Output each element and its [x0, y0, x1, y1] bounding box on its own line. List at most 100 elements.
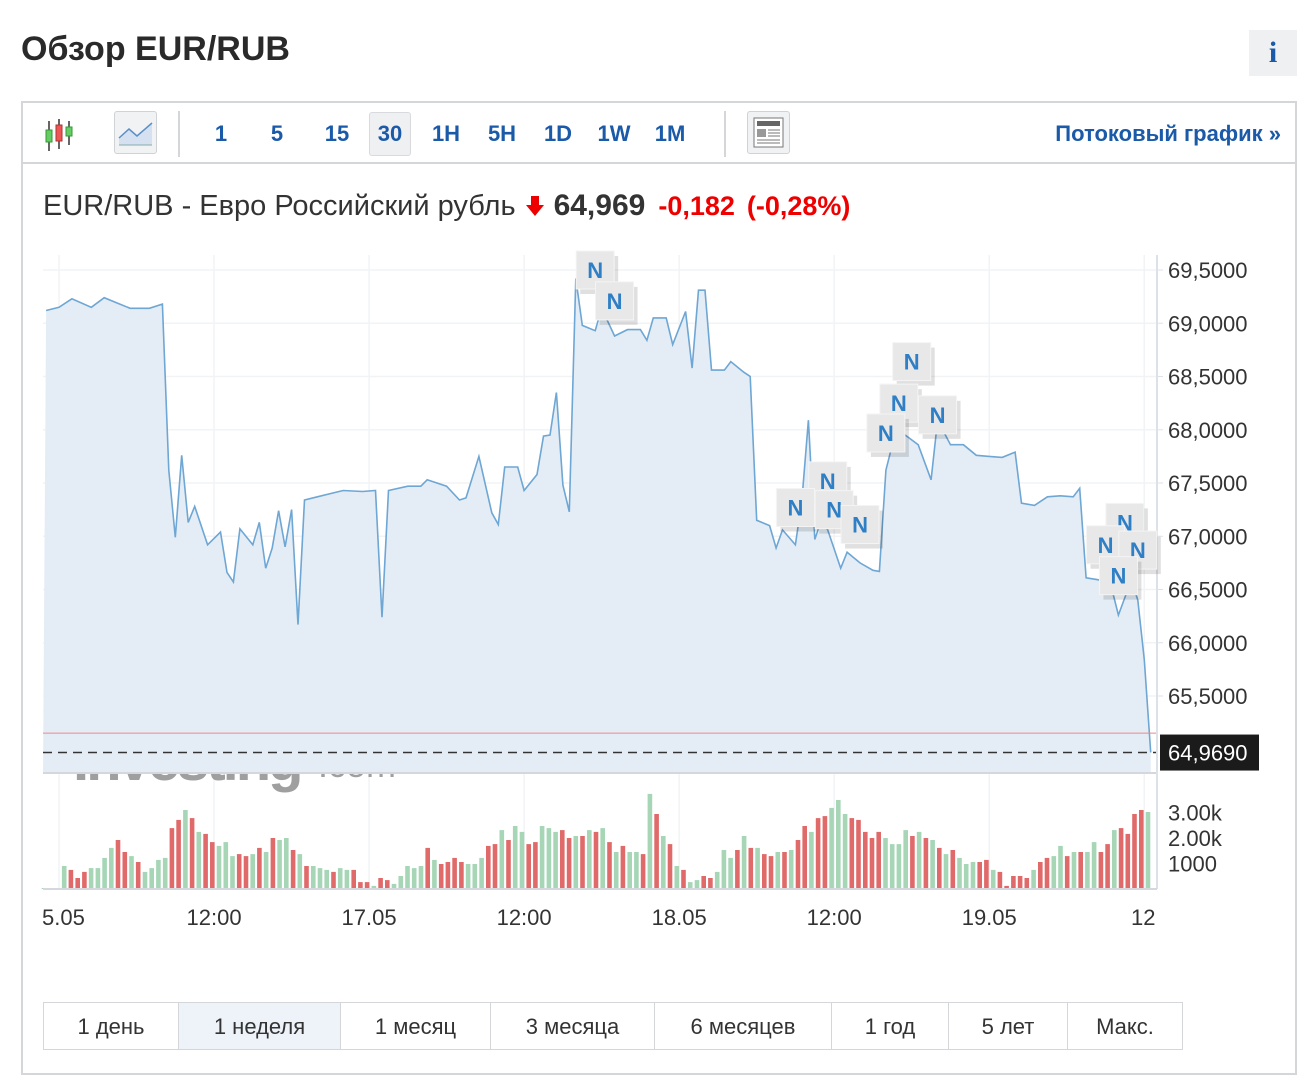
news-marker[interactable]: N — [775, 487, 819, 532]
volume-bar — [640, 854, 646, 889]
news-marker[interactable]: N — [918, 395, 961, 439]
volume-bar — [344, 869, 350, 889]
news-toggle-button[interactable] — [747, 111, 790, 154]
volume-bar — [398, 876, 404, 889]
news-marker[interactable]: N — [866, 413, 909, 457]
volume-bar — [829, 807, 834, 889]
svg-text:64,9690: 64,9690 — [1168, 741, 1248, 766]
volume-bar — [263, 852, 269, 889]
y-axis-tick-label: 69,5000 — [1168, 258, 1248, 283]
volume-bar — [782, 852, 787, 889]
volume-bar — [809, 831, 814, 889]
y-axis-tick-label: 66,0000 — [1168, 631, 1248, 656]
volume-bar — [95, 868, 101, 889]
volume-bar — [236, 854, 242, 889]
news-icon: N — [1098, 533, 1114, 558]
volume-bar — [203, 833, 208, 889]
news-icon: N — [787, 495, 803, 520]
volume-bar — [499, 830, 505, 889]
area-chart-icon — [118, 122, 153, 146]
volume-bar — [1011, 876, 1016, 889]
volume-bar — [627, 852, 632, 889]
volume-bar — [445, 862, 451, 889]
news-marker[interactable]: N — [595, 281, 638, 325]
range-button[interactable]: 5 лет — [949, 1003, 1068, 1049]
volume-bar — [600, 828, 605, 889]
volume-bar — [1044, 857, 1050, 889]
volume-axis-tick-label: 2.00k — [1168, 826, 1223, 851]
volume-bar — [1058, 845, 1063, 889]
news-icon: N — [852, 513, 868, 538]
price-line — [45, 278, 1152, 753]
volume-bar — [149, 868, 154, 889]
timeframe-30[interactable]: 30 — [369, 112, 411, 156]
range-button[interactable]: 1 день — [44, 1003, 179, 1049]
volume-bar — [1085, 852, 1090, 889]
news-marker-box — [595, 281, 635, 321]
news-marker[interactable]: N — [840, 505, 884, 549]
volume-bar — [795, 840, 801, 889]
volume-bar — [337, 868, 343, 889]
timeframe-15[interactable]: 15 — [324, 121, 350, 146]
range-button[interactable]: Макс. — [1096, 1014, 1154, 1039]
volume-bar — [472, 864, 478, 889]
x-axis-tick-label: 19.05 — [962, 905, 1017, 930]
area-chart-button[interactable] — [114, 111, 157, 154]
range-button[interactable]: 3 месяца — [491, 1003, 655, 1049]
volume-bar — [162, 857, 168, 889]
x-axis-tick-label: 5.05 — [42, 905, 85, 930]
timeframe-5[interactable]: 5 — [270, 121, 284, 146]
volume-bar — [1112, 830, 1117, 889]
volume-bar — [297, 854, 303, 889]
volume-bar — [378, 878, 383, 889]
candlestick-chart-button[interactable] — [41, 115, 81, 155]
volume-bar — [411, 868, 417, 889]
chart-toolbar: 1 5 15 30 1H 5H 1D 1W 1M Потоковый график » — [23, 103, 1295, 164]
news-marker-box — [775, 487, 815, 527]
y-axis-tick-label: 69,0000 — [1168, 311, 1248, 336]
volume-bar — [768, 856, 774, 889]
volume-bar — [674, 866, 680, 889]
volume-bar — [351, 869, 356, 889]
timeframe-1[interactable]: 1 — [214, 121, 228, 146]
news-marker-box — [840, 505, 880, 545]
timeframe-1d[interactable]: 1D — [543, 121, 573, 146]
news-marker[interactable]: N — [1098, 556, 1142, 600]
volume-bar — [694, 880, 700, 889]
volume-bar — [587, 830, 592, 889]
news-icon: N — [820, 469, 836, 494]
timeframe-1m[interactable]: 1M — [654, 121, 686, 146]
range-button[interactable]: 1 неделя — [179, 1003, 341, 1049]
news-icon: N — [1110, 564, 1126, 589]
y-axis-tick-label: 68,5000 — [1168, 365, 1248, 390]
volume-bar — [1145, 812, 1151, 889]
volume-bar — [963, 864, 969, 889]
volume-bar — [1105, 844, 1110, 889]
volume-bar — [88, 868, 94, 889]
range-button[interactable]: 6 месяцев — [655, 1003, 832, 1049]
timeframe-1h[interactable]: 1H — [431, 121, 461, 146]
timeframe-1w[interactable]: 1W — [597, 121, 631, 146]
timeframe-5h[interactable]: 5H — [487, 121, 517, 146]
info-button[interactable]: i — [1249, 30, 1297, 76]
x-axis-tick-label: 12 — [1131, 905, 1155, 930]
volume-bar — [102, 857, 107, 889]
volume-bar — [977, 862, 982, 889]
range-button[interactable]: 1 месяц — [341, 1003, 491, 1049]
volume-bar — [115, 840, 121, 889]
volume-bar — [75, 878, 80, 889]
volume-axis-tick-label: 1000 — [1168, 852, 1217, 877]
volume-bar — [634, 852, 639, 889]
x-axis-tick-label: 17.05 — [342, 905, 397, 930]
volume-bar — [243, 856, 249, 889]
volume-bar — [546, 828, 552, 889]
news-marker[interactable]: N — [892, 342, 935, 386]
streaming-chart-link[interactable]: Потоковый график » — [1055, 121, 1281, 146]
range-button[interactable]: 1 год — [832, 1003, 949, 1049]
news-icon: N — [930, 403, 946, 428]
volume-bar — [1004, 885, 1009, 889]
volume-bar — [775, 852, 781, 889]
quote-header: EUR/RUB - Евро Российский рубль 64,969 -… — [43, 186, 850, 226]
volume-bar — [210, 842, 215, 889]
